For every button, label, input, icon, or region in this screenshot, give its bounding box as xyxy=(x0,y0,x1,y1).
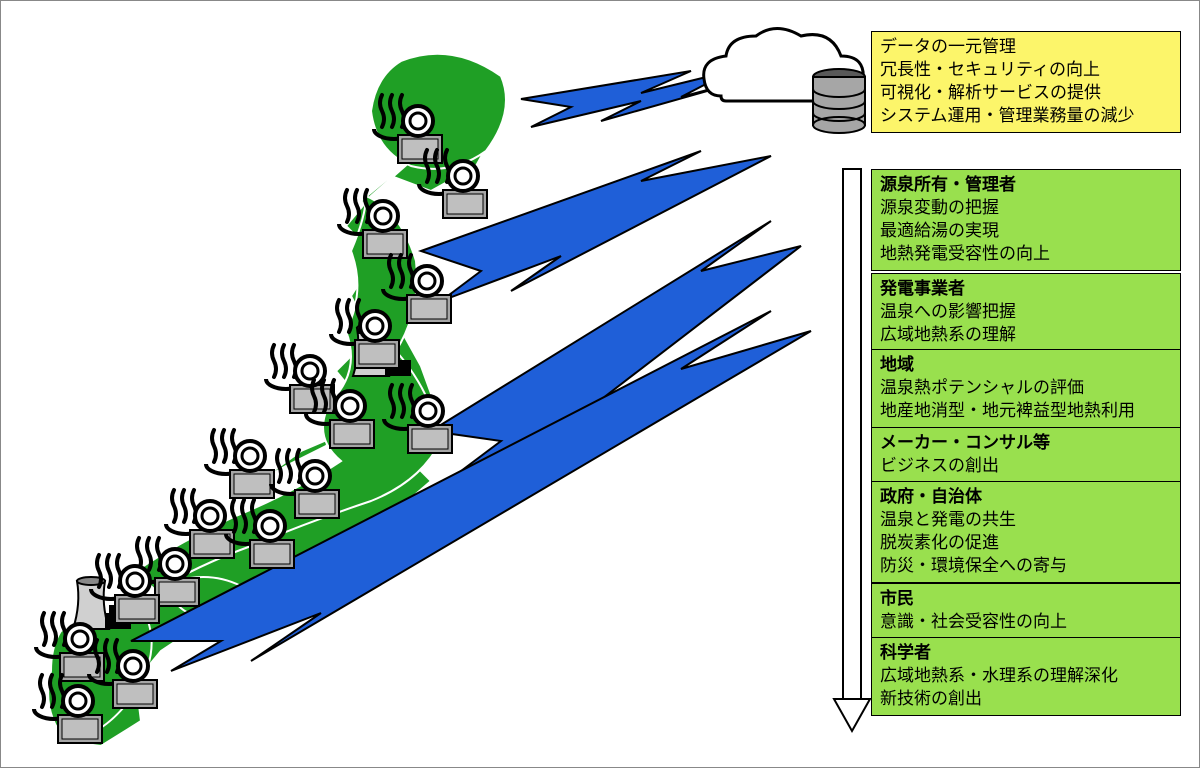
stakeholder-line: 地産地消型・地元裨益型地熱利用 xyxy=(880,400,1172,423)
stakeholder-title: 政府・自治体 xyxy=(880,486,1172,509)
stakeholder-line: 温泉と発電の共生 xyxy=(880,509,1172,532)
stakeholder-line: 新技術の創出 xyxy=(880,688,1172,711)
stakeholder-line: 温泉熱ポテンシャルの評価 xyxy=(880,377,1172,400)
cloud-benefit-line: 冗長性・セキュリティの向上 xyxy=(880,59,1172,82)
stakeholder-line: 脱炭素化の促進 xyxy=(880,532,1172,555)
stakeholder-line: 広域地熱系・水理系の理解深化 xyxy=(880,665,1172,688)
cloud-benefit-line: システム運用・管理業務量の減少 xyxy=(880,105,1172,128)
cloud-benefit-line: 可視化・解析サービスの提供 xyxy=(880,82,1172,105)
database-icon xyxy=(813,69,865,133)
stakeholder-line: 防災・環境保全への寄与 xyxy=(880,555,1172,578)
hotspring-sensor-icon xyxy=(206,430,274,498)
stakeholder-box: 源泉所有・管理者源泉変動の把握最適給湯の実現地熱発電受容性の向上 xyxy=(871,169,1181,271)
cloud-benefit-line: データの一元管理 xyxy=(880,36,1172,59)
stakeholder-title: 発電事業者 xyxy=(880,278,1172,301)
stakeholder-box: 政府・自治体温泉と発電の共生脱炭素化の促進防災・環境保全への寄与 xyxy=(871,481,1181,583)
stakeholder-line: 広域地熱系の理解 xyxy=(880,324,1172,347)
stakeholder-line: 源泉変動の把握 xyxy=(880,197,1172,220)
stakeholder-line: 温泉への影響把握 xyxy=(880,301,1172,324)
stakeholder-box: 地域温泉熱ポテンシャルの評価地産地消型・地元裨益型地熱利用 xyxy=(871,349,1181,428)
stakeholder-box: メーカー・コンサル等ビジネスの創出 xyxy=(871,427,1181,483)
stakeholder-line: 地熱発電受容性の向上 xyxy=(880,243,1172,266)
stakeholder-title: メーカー・コンサル等 xyxy=(880,432,1172,455)
stakeholder-title: 源泉所有・管理者 xyxy=(880,174,1172,197)
cloud-benefits-box: データの一元管理冗長性・セキュリティの向上可視化・解析サービスの提供システム運用… xyxy=(871,31,1181,133)
stakeholder-title: 市民 xyxy=(880,588,1172,611)
stakeholder-box: 科学者広域地熱系・水理系の理解深化新技術の創出 xyxy=(871,637,1181,716)
stakeholder-title: 地域 xyxy=(880,354,1172,377)
stakeholder-line: 最適給湯の実現 xyxy=(880,220,1172,243)
stakeholder-box: 市民意識・社会受容性の向上 xyxy=(871,583,1181,639)
stakeholder-line: ビジネスの創出 xyxy=(880,455,1172,478)
stakeholder-box: 発電事業者温泉への影響把握広域地熱系の理解 xyxy=(871,273,1181,352)
stakeholder-line: 意識・社会受容性の向上 xyxy=(880,611,1172,634)
stakeholder-title: 科学者 xyxy=(880,642,1172,665)
down-arrow xyxy=(834,169,870,731)
